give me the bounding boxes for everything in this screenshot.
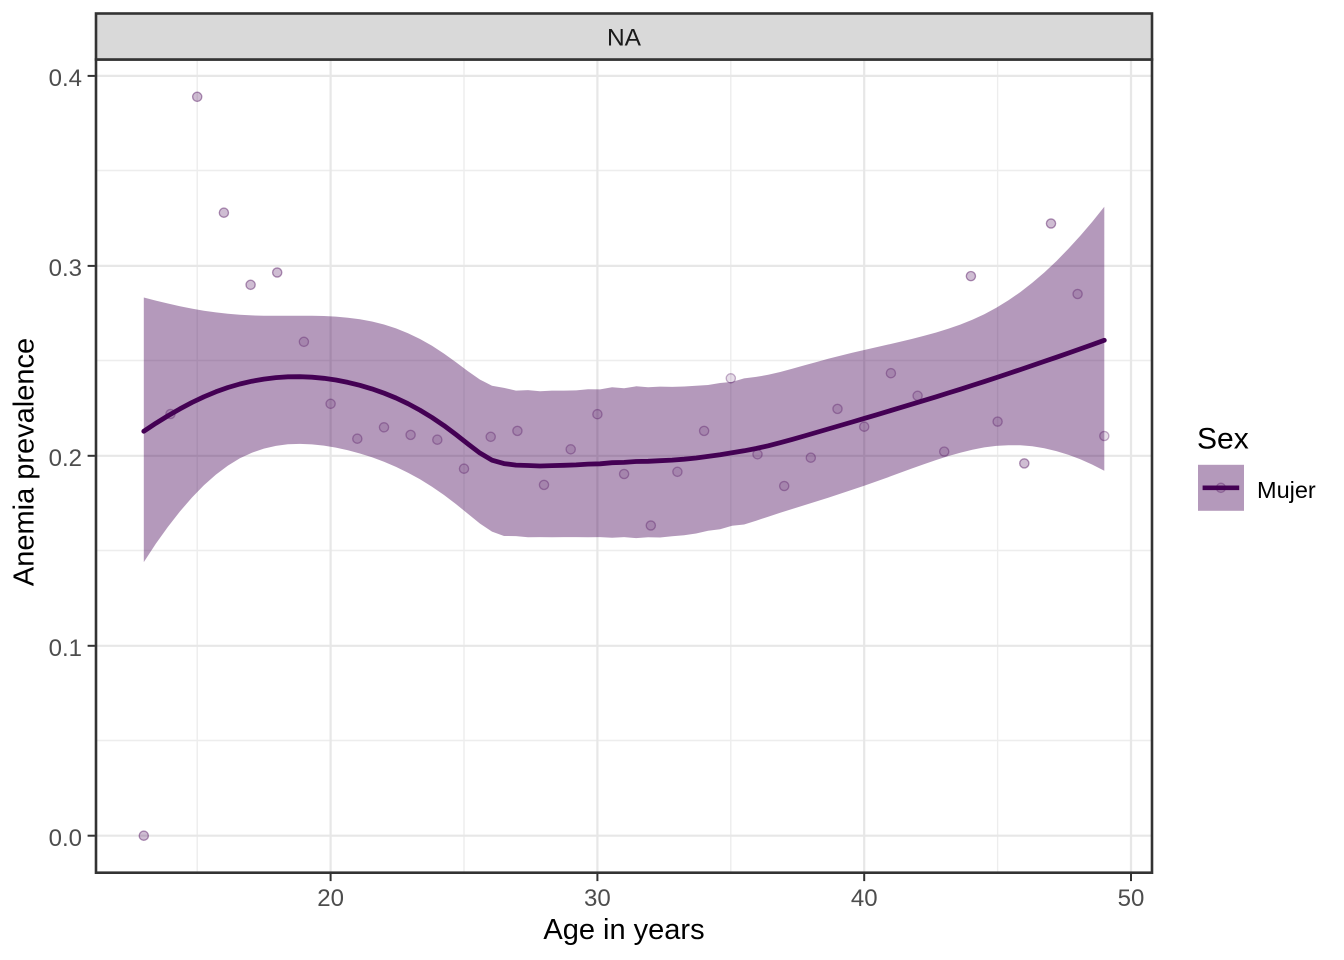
svg-text:Sex: Sex [1197,422,1249,455]
svg-text:40: 40 [851,885,878,912]
svg-text:0.3: 0.3 [49,255,82,282]
svg-text:Mujer: Mujer [1257,477,1316,503]
svg-text:50: 50 [1118,885,1145,912]
svg-text:NA: NA [607,24,642,51]
svg-text:0.4: 0.4 [49,65,82,92]
svg-text:30: 30 [584,885,611,912]
svg-text:0.0: 0.0 [49,825,82,852]
svg-text:Anemia prevalence: Anemia prevalence [9,338,41,586]
svg-text:Age in years: Age in years [543,914,704,946]
svg-text:20: 20 [317,885,344,912]
svg-text:0.1: 0.1 [49,635,82,662]
svg-text:0.2: 0.2 [49,445,82,472]
